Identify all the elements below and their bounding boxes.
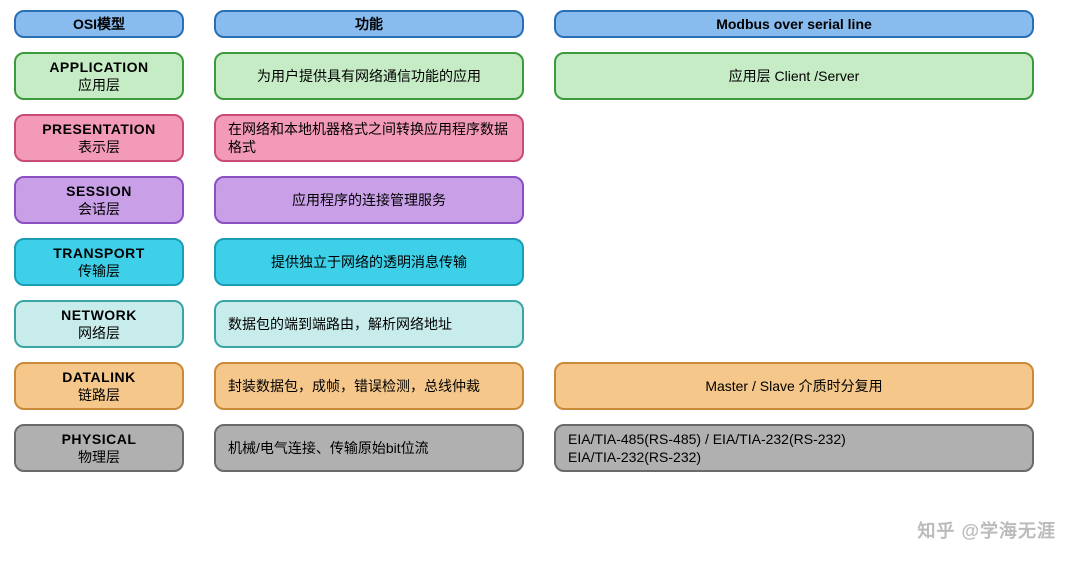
- osi-cn-label: 网络层: [78, 324, 120, 342]
- osi-en-label: PHYSICAL: [62, 430, 137, 448]
- modbus-net-empty: [554, 300, 1034, 348]
- modbus-text: Master / Slave 介质时分复用: [705, 377, 882, 395]
- func-data: 封装数据包，成帧，错误检测，总线仲裁: [214, 362, 524, 410]
- osi-en-label: NETWORK: [61, 306, 137, 324]
- header-col1: OSI模型: [14, 10, 184, 38]
- func-sess: 应用程序的连接管理服务: [214, 176, 524, 224]
- header-col2: 功能: [214, 10, 524, 38]
- header-col3: Modbus over serial line: [554, 10, 1034, 38]
- osi-pres: PRESENTATION表示层: [14, 114, 184, 162]
- osi-cn-label: 应用层: [78, 76, 120, 94]
- osi-net: NETWORK网络层: [14, 300, 184, 348]
- osi-cn-label: 物理层: [78, 448, 120, 466]
- osi-app: APPLICATION应用层: [14, 52, 184, 100]
- func-text: 封装数据包，成帧，错误检测，总线仲裁: [228, 377, 480, 395]
- osi-en-label: DATALINK: [62, 368, 135, 386]
- func-text: 机械/电气连接、传输原始bit位流: [228, 439, 429, 457]
- modbus-sess-empty: [554, 176, 1034, 224]
- osi-cn-label: 链路层: [78, 386, 120, 404]
- osi-cn-label: 会话层: [78, 200, 120, 218]
- header-label: 功能: [355, 15, 383, 33]
- osi-en-label: TRANSPORT: [53, 244, 145, 262]
- func-app: 为用户提供具有网络通信功能的应用: [214, 52, 524, 100]
- func-pres: 在网络和本地机器格式之间转换应用程序数据格式: [214, 114, 524, 162]
- modbus-pres-empty: [554, 114, 1034, 162]
- func-text: 数据包的端到端路由，解析网络地址: [228, 315, 452, 333]
- func-text: 为用户提供具有网络通信功能的应用: [257, 67, 481, 85]
- func-trans: 提供独立于网络的透明消息传输: [214, 238, 524, 286]
- osi-sess: SESSION会话层: [14, 176, 184, 224]
- func-net: 数据包的端到端路由，解析网络地址: [214, 300, 524, 348]
- osi-modbus-table: OSI模型 功能 Modbus over serial line APPLICATIO…: [14, 10, 1066, 472]
- func-phys: 机械/电气连接、传输原始bit位流: [214, 424, 524, 472]
- func-text: 应用程序的连接管理服务: [292, 191, 446, 209]
- modbus-phys: EIA/TIA-485(RS-485) / EIA/TIA-232(RS-232…: [554, 424, 1034, 472]
- osi-cn-label: 表示层: [78, 138, 120, 156]
- osi-phys: PHYSICAL物理层: [14, 424, 184, 472]
- header-label: Modbus over serial line: [716, 15, 872, 33]
- func-text: 提供独立于网络的透明消息传输: [271, 253, 467, 271]
- osi-cn-label: 传输层: [78, 262, 120, 280]
- osi-en-label: APPLICATION: [49, 58, 148, 76]
- modbus-text: EIA/TIA-485(RS-485) / EIA/TIA-232(RS-232…: [568, 430, 846, 466]
- header-label: OSI模型: [73, 15, 125, 33]
- modbus-data: Master / Slave 介质时分复用: [554, 362, 1034, 410]
- osi-trans: TRANSPORT传输层: [14, 238, 184, 286]
- osi-en-label: SESSION: [66, 182, 132, 200]
- watermark-text: 知乎 @学海无涯: [917, 517, 1056, 543]
- modbus-app: 应用层 Client /Server: [554, 52, 1034, 100]
- osi-data: DATALINK链路层: [14, 362, 184, 410]
- modbus-text: 应用层 Client /Server: [729, 67, 860, 85]
- modbus-trans-empty: [554, 238, 1034, 286]
- osi-en-label: PRESENTATION: [42, 120, 156, 138]
- func-text: 在网络和本地机器格式之间转换应用程序数据格式: [228, 120, 510, 156]
